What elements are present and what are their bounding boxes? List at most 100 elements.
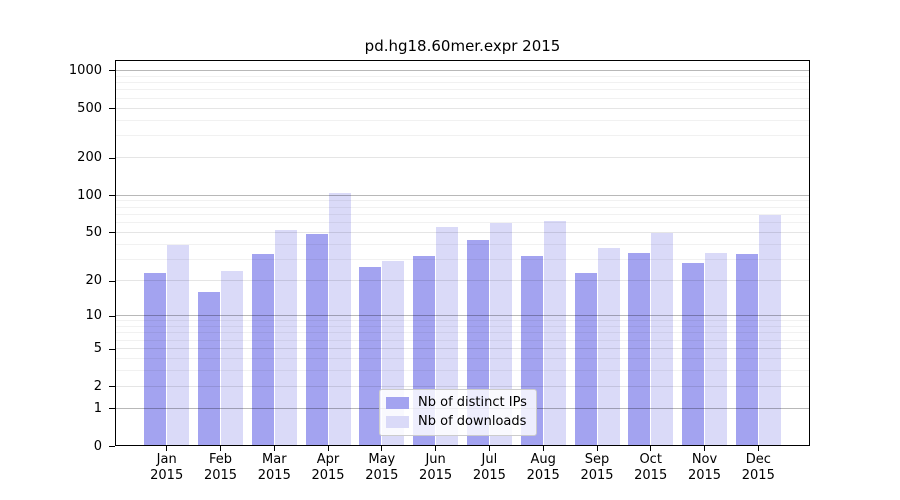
gridline-y-9 xyxy=(115,320,810,322)
x-tick-may xyxy=(381,446,383,451)
x-tick-label-apr: Apr 2015 xyxy=(297,452,359,483)
gridline-y-300 xyxy=(115,135,810,137)
bar-downloads-feb xyxy=(221,271,243,446)
x-tick-year-jan: 2015 xyxy=(150,467,184,483)
x-tick-year-may: 2015 xyxy=(365,467,399,483)
legend-swatch-distinct-ips xyxy=(386,396,409,409)
gridline-y-3 xyxy=(115,370,810,372)
y-tick-500 xyxy=(109,108,115,110)
bar-distinct-ips-mar xyxy=(251,254,274,446)
x-tick-feb xyxy=(220,446,222,451)
grid-layer xyxy=(115,60,810,446)
bar-downloads-aug xyxy=(543,220,566,446)
x-tick-month-jun: Jun xyxy=(425,452,446,467)
bar-downloads-apr xyxy=(328,192,351,446)
gridline-y-40 xyxy=(115,243,810,245)
y-tick-label-1: 1 xyxy=(93,400,102,416)
gridline-y-700 xyxy=(115,89,810,91)
gridline-y-80 xyxy=(115,206,810,208)
bar-distinct-ips-apr xyxy=(305,234,328,446)
gridline-y-2 xyxy=(115,385,810,387)
x-tick-sep xyxy=(596,446,598,451)
bar-distinct-ips-may xyxy=(359,266,382,446)
y-tick-100 xyxy=(109,195,115,197)
x-tick-label-feb: Feb 2015 xyxy=(190,452,252,483)
gridline-y-5 xyxy=(115,348,810,350)
gridline-y-30 xyxy=(115,258,810,260)
x-tick-jan xyxy=(166,446,168,451)
y-tick-1 xyxy=(109,408,115,410)
bar-distinct-ips-dec xyxy=(735,254,758,446)
y-tick-2 xyxy=(109,386,115,388)
bar-downloads-dec xyxy=(758,215,781,446)
gridline-y-400 xyxy=(115,119,810,121)
y-tick-10 xyxy=(109,315,115,317)
legend-item-distinct-ips: Nb of distinct IPs xyxy=(386,395,527,410)
x-tick-label-jun: Jun 2015 xyxy=(405,452,467,483)
x-tick-month-nov: Nov xyxy=(691,452,718,467)
x-tick-month-jul: Jul xyxy=(481,452,498,467)
gridline-y-1000 xyxy=(115,69,810,71)
legend-label-distinct-ips: Nb of distinct IPs xyxy=(418,395,527,410)
x-tick-month-dec: Dec xyxy=(745,452,771,467)
gridline-y-60 xyxy=(115,222,810,223)
x-tick-month-sep: Sep xyxy=(584,452,610,467)
x-tick-jun xyxy=(435,446,437,451)
x-tick-month-aug: Aug xyxy=(530,452,556,467)
gridline-y-800 xyxy=(115,82,810,83)
x-tick-month-jan: Jan xyxy=(156,452,177,467)
bar-distinct-ips-feb xyxy=(198,291,220,446)
gridline-y-500 xyxy=(115,107,810,109)
gridline-y-8 xyxy=(115,326,810,327)
x-tick-year-sep: 2015 xyxy=(580,467,614,483)
y-tick-1000 xyxy=(109,70,115,72)
x-tick-year-apr: 2015 xyxy=(311,467,345,483)
y-tick-label-1000: 1000 xyxy=(68,62,102,78)
gridline-y-6 xyxy=(115,339,810,341)
y-tick-label-5: 5 xyxy=(93,341,102,357)
y-tick-label-10: 10 xyxy=(85,308,102,324)
x-tick-aug xyxy=(542,446,544,451)
x-tick-year-dec: 2015 xyxy=(741,467,775,483)
gridline-y-70 xyxy=(115,213,810,215)
x-tick-year-nov: 2015 xyxy=(687,467,722,483)
bar-distinct-ips-oct xyxy=(628,252,651,446)
bar-downloads-oct xyxy=(651,233,674,446)
x-tick-label-oct: Oct 2015 xyxy=(620,452,682,483)
x-tick-label-jan: Jan 2015 xyxy=(136,452,198,483)
gridline-y-4 xyxy=(115,358,810,359)
x-tick-label-nov: Nov 2015 xyxy=(674,452,736,483)
x-tick-year-jul: 2015 xyxy=(472,467,506,483)
x-tick-year-oct: 2015 xyxy=(634,467,668,483)
bar-downloads-nov xyxy=(705,252,727,446)
x-tick-year-feb: 2015 xyxy=(203,467,238,483)
x-tick-month-oct: Oct xyxy=(639,452,662,467)
bar-downloads-jan xyxy=(167,245,190,446)
x-tick-label-sep: Sep 2015 xyxy=(566,452,628,483)
y-tick-label-2: 2 xyxy=(93,378,102,394)
y-tick-0 xyxy=(109,446,115,448)
y-tick-50 xyxy=(109,232,115,234)
x-tick-month-may: May xyxy=(368,452,396,467)
gridline-y-7 xyxy=(115,332,810,334)
x-tick-apr xyxy=(327,446,329,451)
y-tick-20 xyxy=(109,280,115,282)
gridline-y-50 xyxy=(115,231,810,233)
gridline-y-100 xyxy=(115,194,810,196)
plot-area: Nb of distinct IPs Nb of downloads xyxy=(115,60,810,446)
chart-title: pd.hg18.60mer.expr 2015 xyxy=(364,37,561,55)
x-tick-label-dec: Dec 2015 xyxy=(727,452,789,483)
x-tick-year-aug: 2015 xyxy=(526,467,560,483)
gridline-y-90 xyxy=(115,200,810,202)
y-tick-5 xyxy=(109,348,115,350)
legend: Nb of distinct IPs Nb of downloads xyxy=(379,389,537,436)
gridline-y-600 xyxy=(115,97,810,99)
bar-distinct-ips-sep xyxy=(574,273,597,446)
x-tick-label-may: May 2015 xyxy=(351,452,413,483)
y-tick-label-500: 500 xyxy=(77,100,102,116)
bar-downloads-mar xyxy=(274,230,297,446)
x-tick-label-mar: Mar 2015 xyxy=(243,452,305,483)
y-tick-label-0: 0 xyxy=(93,438,102,454)
y-tick-label-20: 20 xyxy=(85,273,102,288)
